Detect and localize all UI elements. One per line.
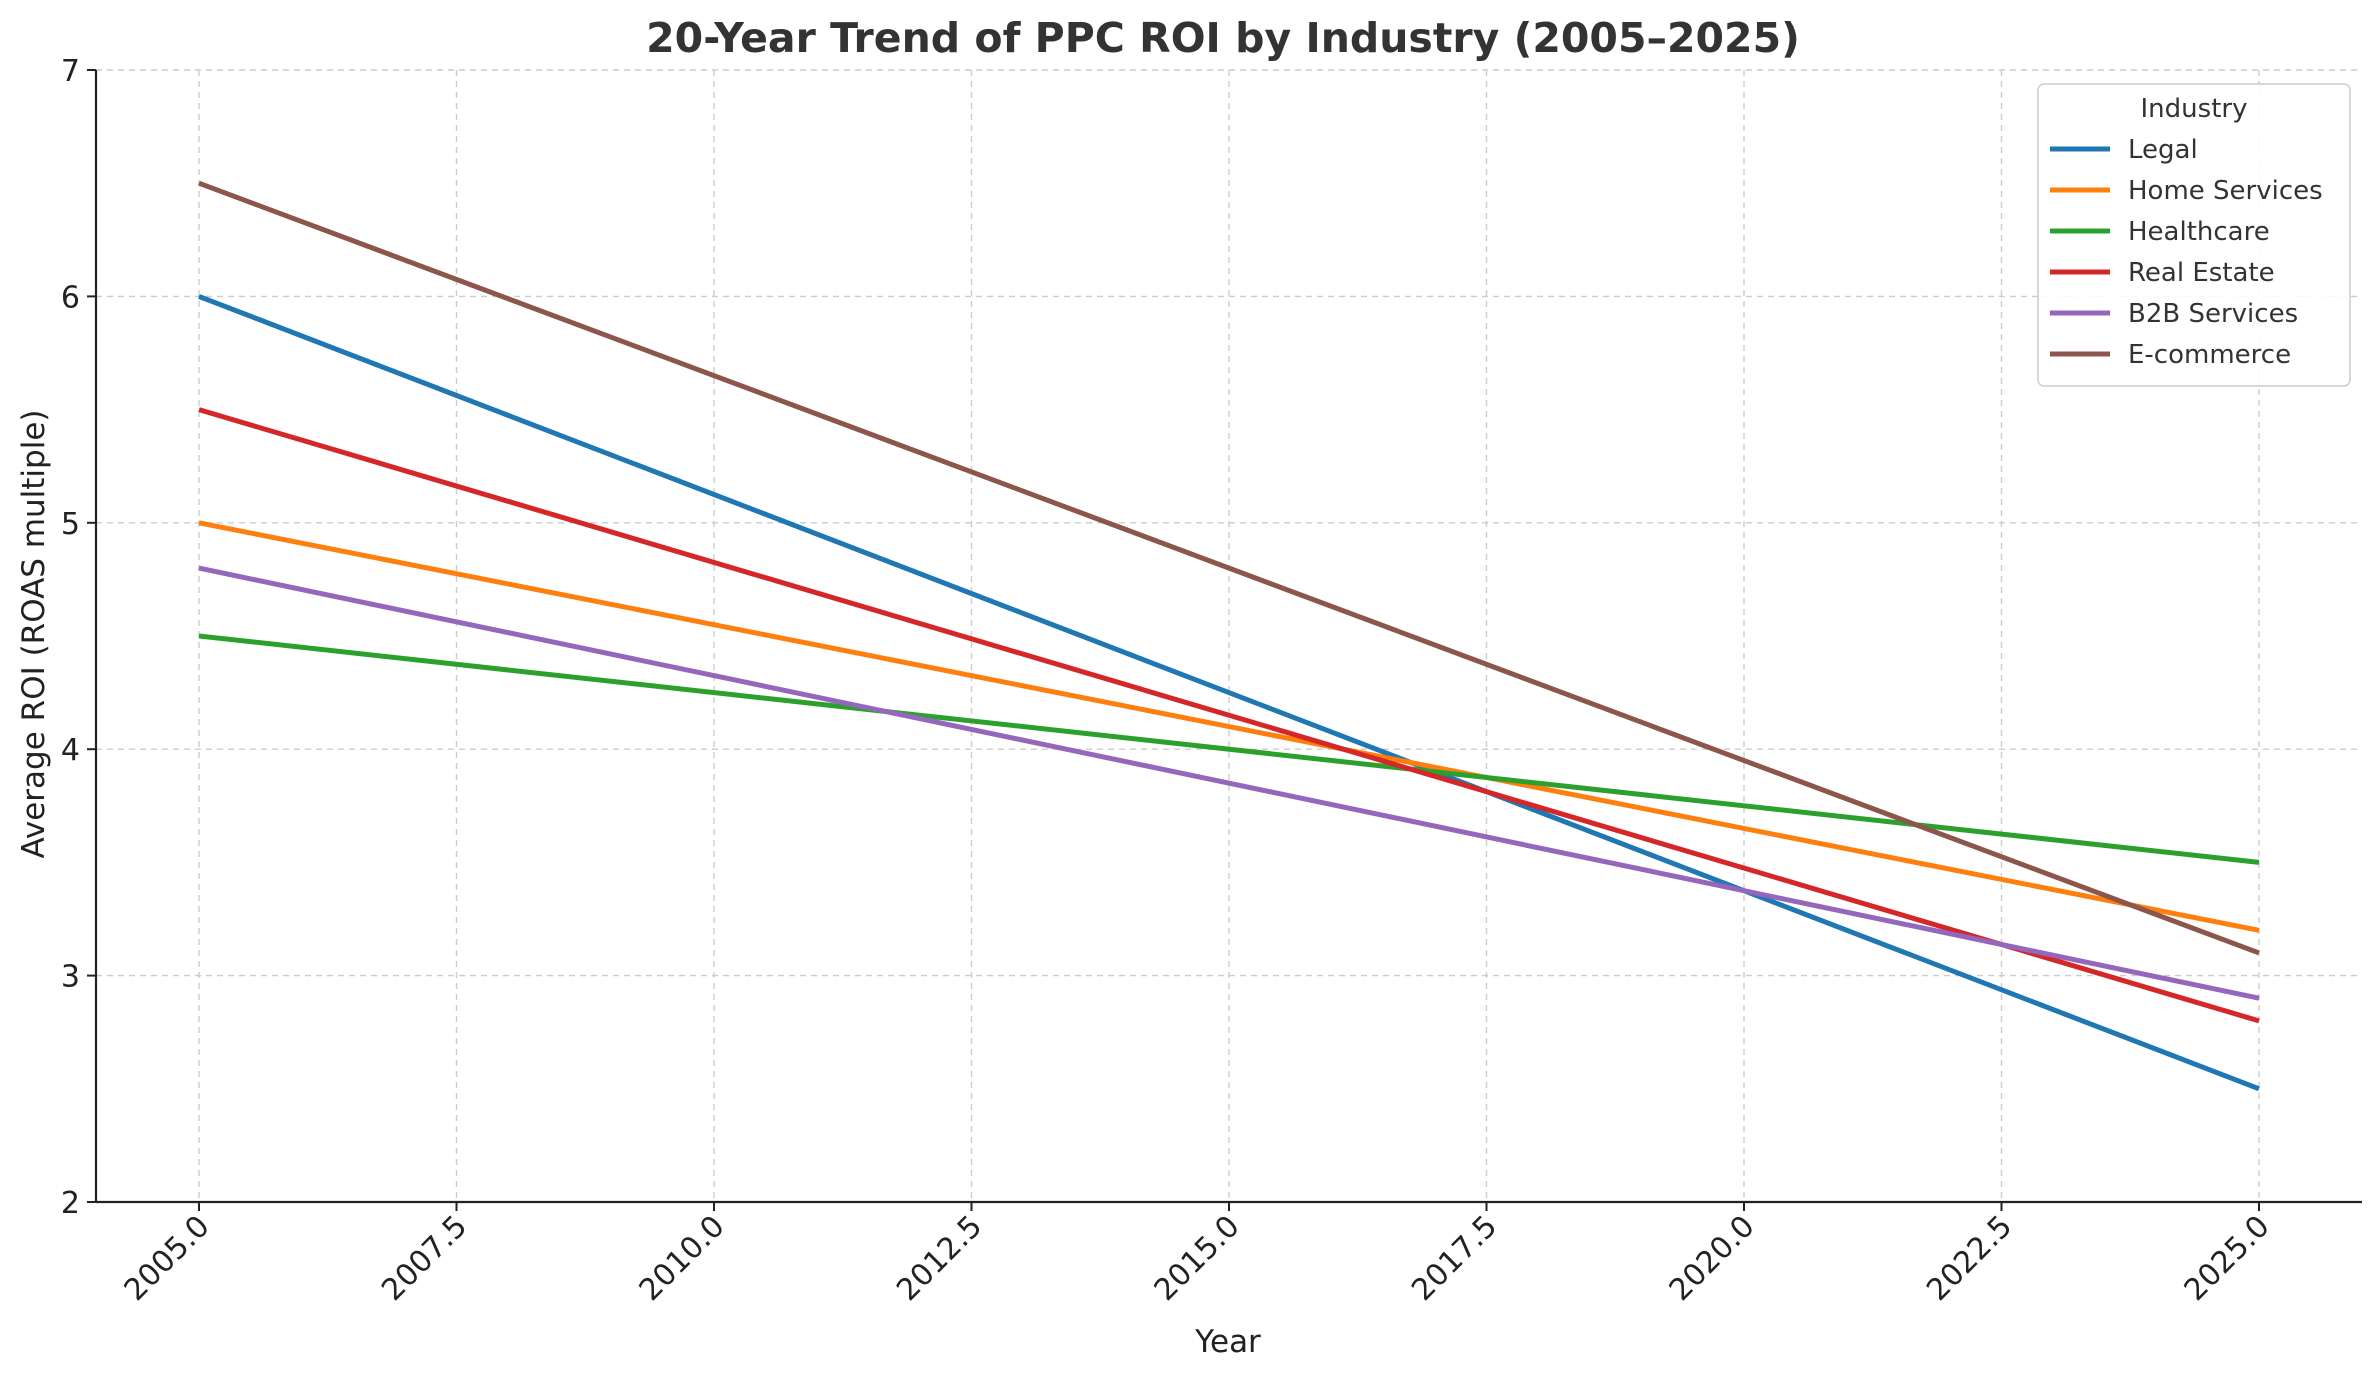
x-tick-label: 2017.5 xyxy=(1405,1209,1504,1308)
legend-label: Real Estate xyxy=(2128,258,2275,288)
x-tick-label: 2020.0 xyxy=(1663,1209,1762,1308)
legend-label: E-commerce xyxy=(2128,340,2291,370)
grid xyxy=(96,69,2362,1203)
y-tick-label: 6 xyxy=(61,280,80,315)
legend-label: Home Services xyxy=(2128,176,2323,206)
y-tick-label: 4 xyxy=(61,733,80,768)
series-line-b2b-services xyxy=(198,565,2260,1001)
x-tick-label: 2007.5 xyxy=(375,1209,474,1308)
legend: Industry Legal Home Services Healthcare Real… xyxy=(2037,83,2351,387)
legend-label: Healthcare xyxy=(2128,217,2270,247)
x-tick-label: 2025.0 xyxy=(2178,1209,2277,1308)
series-line-legal xyxy=(198,294,2260,1092)
y-tick-label: 2 xyxy=(61,1186,80,1221)
tick-labels: 2005.0 2007.5 2010.0 2012.5 2015.0 2017.5 2020… xyxy=(61,54,2277,1308)
series-line-home-services xyxy=(198,520,2260,933)
y-axis-label: Average ROI (ROAS multiple) xyxy=(16,409,52,858)
legend-label: B2B Services xyxy=(2128,299,2298,329)
y-tick-label: 3 xyxy=(61,960,80,995)
legend-title: Industry xyxy=(2141,94,2248,124)
y-tick-label: 7 xyxy=(61,54,80,89)
x-tick-label: 2015.0 xyxy=(1148,1209,1247,1308)
legend-label: Legal xyxy=(2128,135,2198,165)
x-tick-label: 2022.5 xyxy=(1920,1209,2019,1308)
y-tick-label: 5 xyxy=(61,507,80,542)
series-line-real-estate xyxy=(198,407,2260,1024)
legend-box xyxy=(2037,83,2351,387)
x-tick-label: 2012.5 xyxy=(890,1209,989,1308)
x-tick-label: 2010.0 xyxy=(633,1209,732,1308)
x-axis-label: Year xyxy=(1194,1324,1261,1360)
x-tick-label: 2005.0 xyxy=(118,1209,217,1308)
series-line-e-commerce xyxy=(198,180,2260,956)
chart-title: 20-Year Trend of PPC ROI by Industry (20… xyxy=(646,14,1800,62)
series-lines xyxy=(198,180,2260,1092)
